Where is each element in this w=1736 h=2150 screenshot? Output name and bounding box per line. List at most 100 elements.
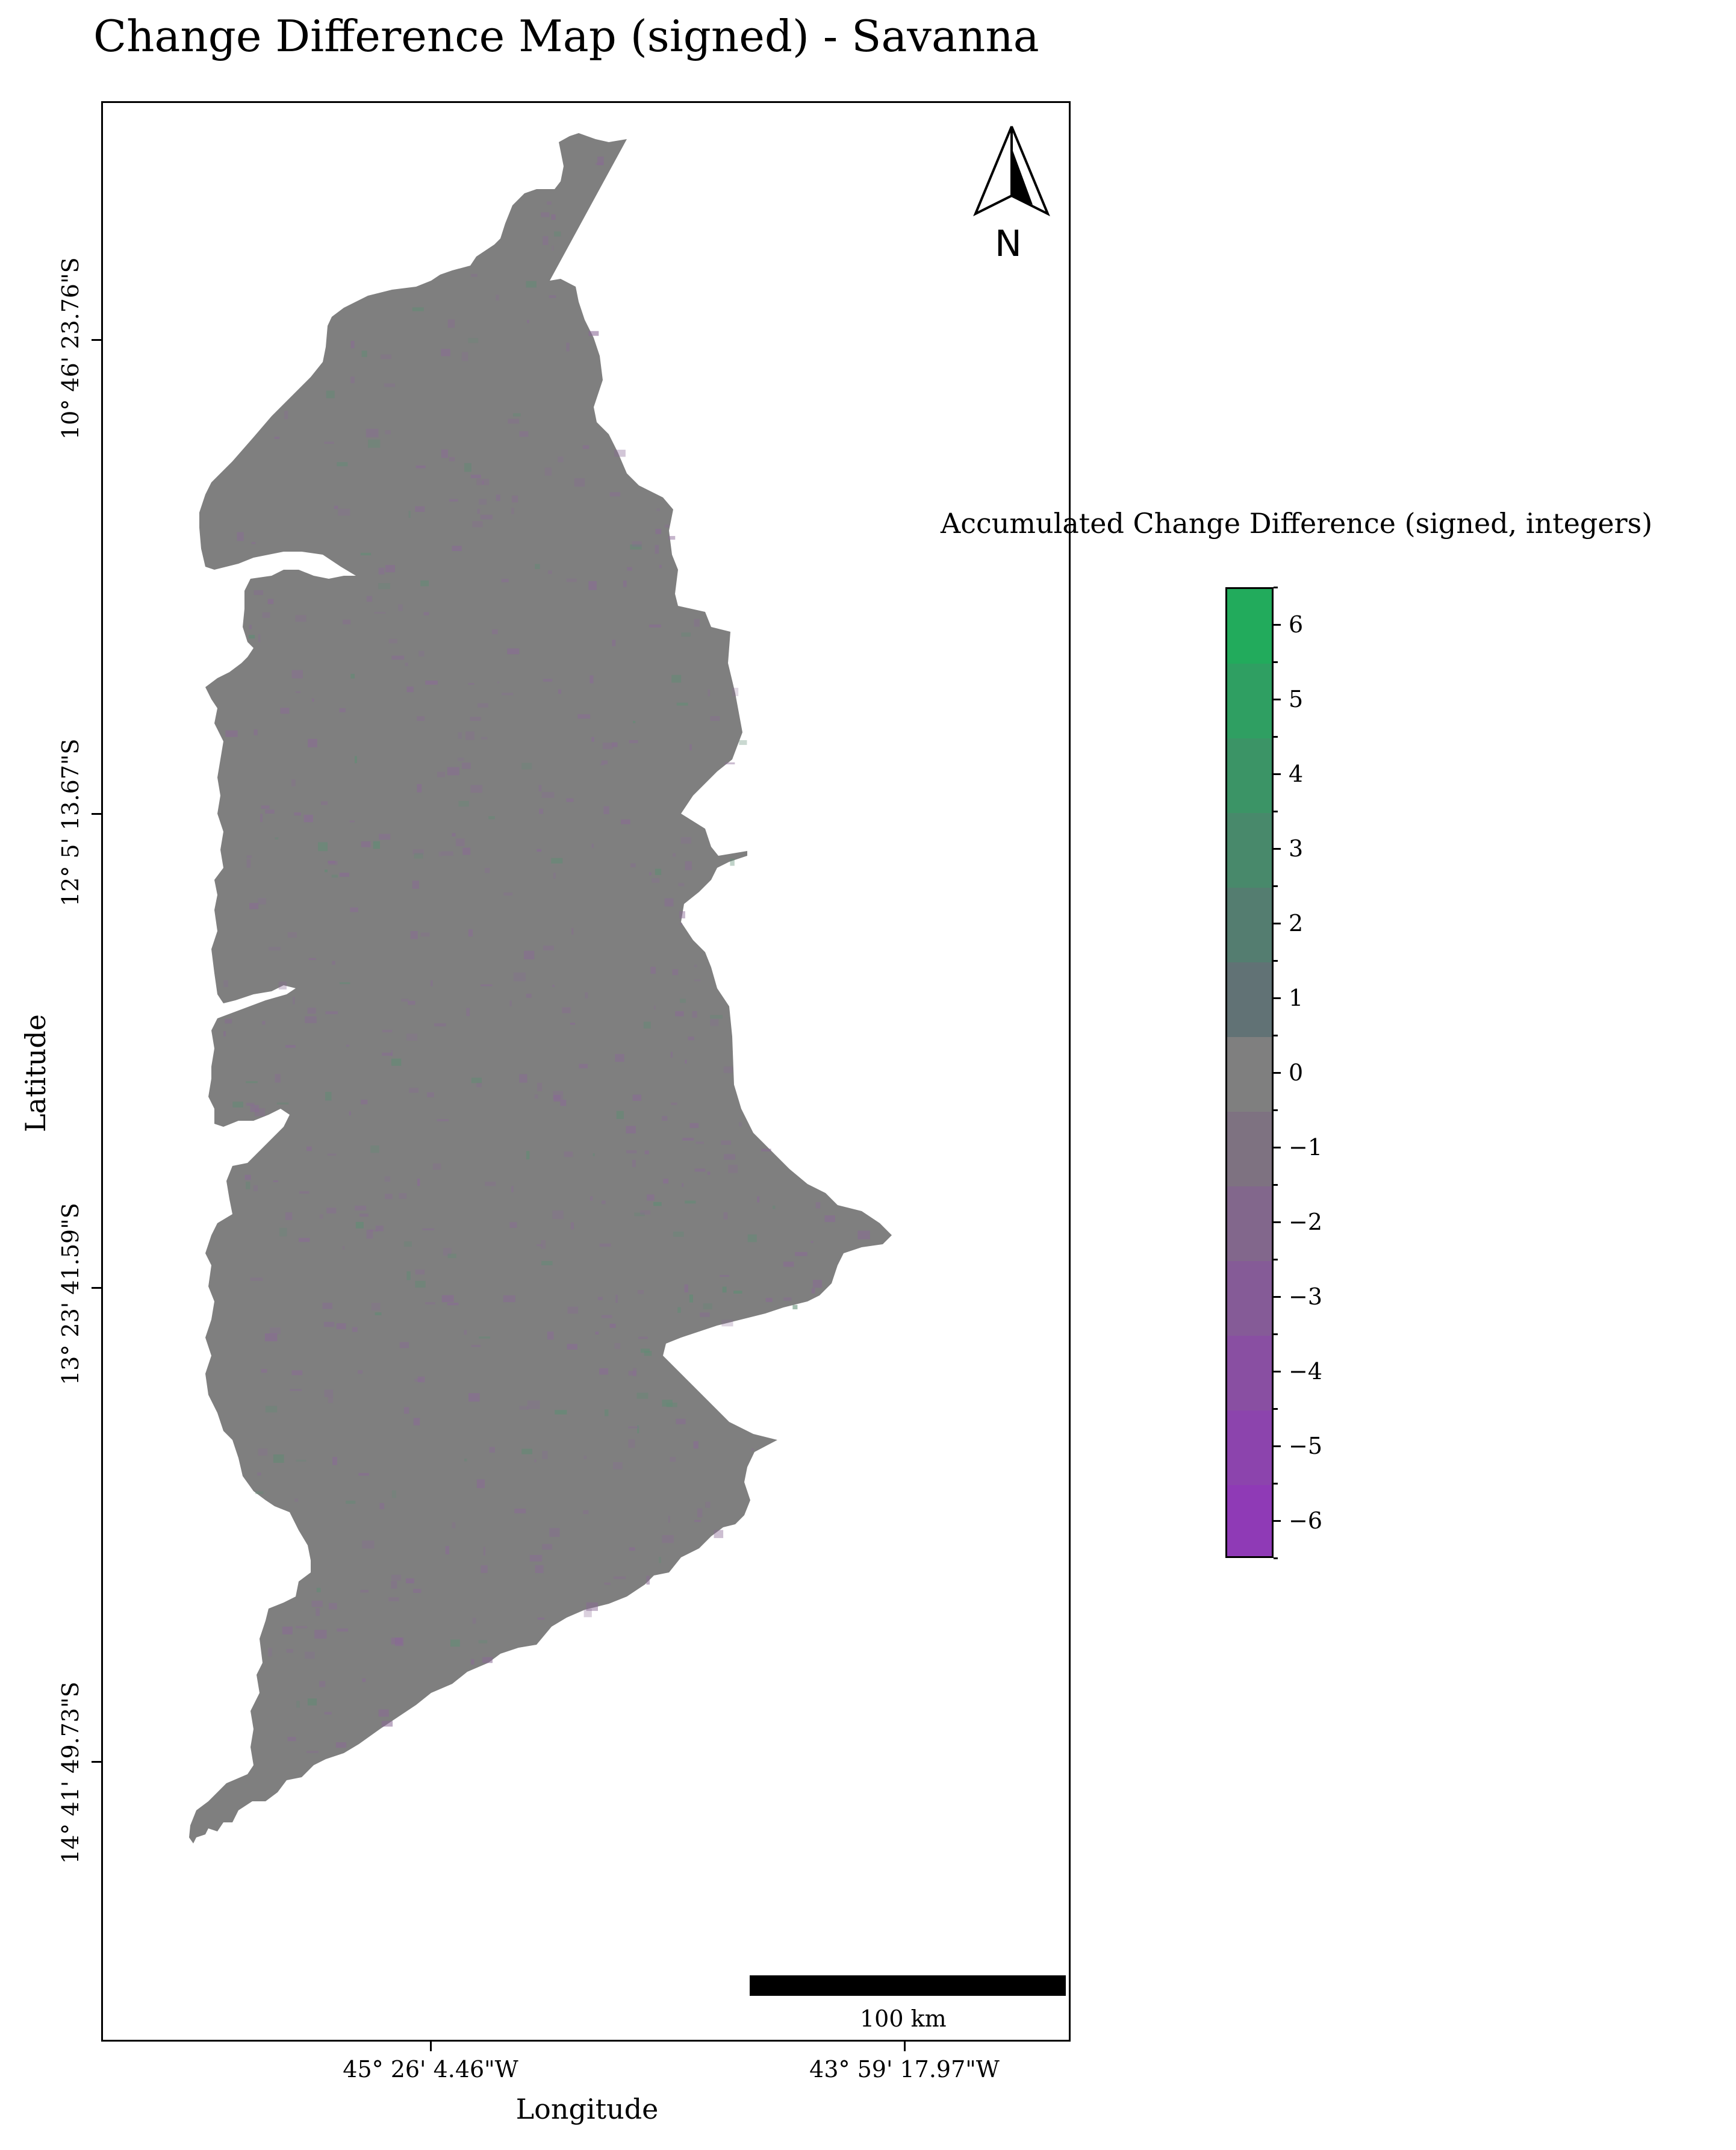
change-pixel [707, 1171, 711, 1175]
change-pixel [265, 1406, 278, 1413]
change-pixel [543, 236, 549, 245]
change-pixel [708, 689, 711, 697]
colorbar-tick-mark [1274, 1445, 1281, 1447]
change-pixel [685, 1059, 687, 1064]
change-pixel [336, 1323, 346, 1330]
colorbar-tick-mark [1274, 1296, 1281, 1298]
colorbar-tick-label: 4 [1289, 761, 1304, 787]
change-pixel [286, 1648, 293, 1653]
colorbar-minor-tick [1274, 1408, 1278, 1410]
change-pixel [274, 437, 280, 439]
change-pixel [695, 1141, 704, 1144]
change-pixel [246, 1103, 255, 1106]
change-pixel [355, 1221, 364, 1229]
change-pixel [366, 1229, 373, 1239]
change-pixel [656, 508, 660, 511]
change-pixel [244, 1174, 251, 1180]
colorbar-minor-tick [1274, 885, 1278, 887]
change-pixel [449, 456, 455, 461]
change-pixel [412, 880, 419, 889]
change-pixel [360, 1589, 369, 1593]
change-pixel [441, 851, 453, 856]
change-pixel [326, 1207, 337, 1214]
change-pixel [629, 740, 638, 743]
change-pixel [543, 679, 553, 682]
change-pixel [306, 1146, 312, 1151]
change-pixel [609, 492, 621, 497]
change-pixel [335, 1742, 346, 1748]
change-pixel [590, 1196, 593, 1201]
change-pixel [325, 869, 328, 873]
change-pixel [316, 1608, 320, 1616]
change-pixel [378, 583, 390, 590]
change-pixel [434, 1023, 446, 1027]
change-pixel [673, 853, 676, 857]
change-pixel [470, 475, 481, 479]
scale-bar [750, 1975, 1066, 1996]
change-pixel [609, 1323, 616, 1328]
change-pixel [381, 1721, 393, 1727]
change-pixel [441, 349, 450, 357]
colorbar-tick-mark [1274, 1147, 1281, 1148]
change-pixel [659, 564, 662, 569]
change-pixel [636, 1392, 649, 1399]
change-pixel [350, 341, 355, 349]
change-pixel [358, 1370, 363, 1374]
y-axis-label: Latitude [19, 1014, 52, 1132]
change-pixel [630, 863, 636, 868]
change-pixel [705, 1501, 711, 1508]
change-pixel [258, 634, 261, 643]
change-pixel [496, 494, 500, 501]
change-pixel [757, 1196, 760, 1203]
change-pixel [447, 767, 459, 776]
change-pixel [332, 961, 335, 965]
change-pixel [412, 307, 424, 311]
change-pixel [633, 1368, 637, 1377]
change-pixel [588, 581, 597, 590]
change-pixel [420, 580, 429, 587]
change-pixel [471, 273, 478, 277]
x-axis-label: Longitude [515, 2093, 659, 2125]
change-pixel [225, 730, 238, 737]
change-pixel [312, 698, 314, 702]
change-pixel [291, 670, 303, 679]
x-tick-label: 43° 59' 17.97"W [809, 2056, 1000, 2083]
change-pixel [685, 861, 692, 870]
change-pixel [597, 157, 604, 165]
change-pixel [586, 1602, 598, 1611]
colorbar-tick-mark [1274, 624, 1281, 626]
change-pixel [405, 662, 408, 666]
change-pixel [482, 1657, 493, 1663]
change-pixel [595, 163, 603, 166]
change-pixel [237, 532, 244, 541]
savanna-region-map[interactable] [103, 103, 1069, 2040]
change-pixel [728, 1164, 738, 1173]
change-pixel [577, 714, 591, 719]
change-pixel [461, 762, 471, 769]
change-pixel [379, 1503, 385, 1509]
change-pixel [395, 1637, 404, 1647]
change-pixel [478, 1640, 488, 1644]
change-pixel [466, 1008, 470, 1017]
change-pixel [488, 816, 495, 820]
change-pixel [326, 390, 335, 399]
change-pixel [668, 1515, 670, 1523]
change-pixel [554, 231, 561, 237]
change-pixel [287, 932, 297, 938]
change-pixel [418, 650, 425, 657]
change-pixel [601, 760, 608, 765]
change-pixel [792, 1304, 798, 1310]
change-pixel [534, 1459, 537, 1462]
change-pixel [583, 1456, 587, 1459]
change-pixel [670, 1052, 673, 1058]
colorbar-tick-label: 3 [1289, 835, 1304, 862]
change-pixel [476, 1479, 485, 1489]
change-pixel [644, 1150, 649, 1154]
change-pixel [385, 430, 391, 435]
change-pixel [649, 872, 652, 876]
change-pixel [253, 1185, 258, 1192]
change-pixel [308, 958, 316, 961]
colorbar-segment [1227, 1410, 1272, 1485]
change-pixel [408, 511, 411, 518]
change-pixel [582, 445, 590, 449]
